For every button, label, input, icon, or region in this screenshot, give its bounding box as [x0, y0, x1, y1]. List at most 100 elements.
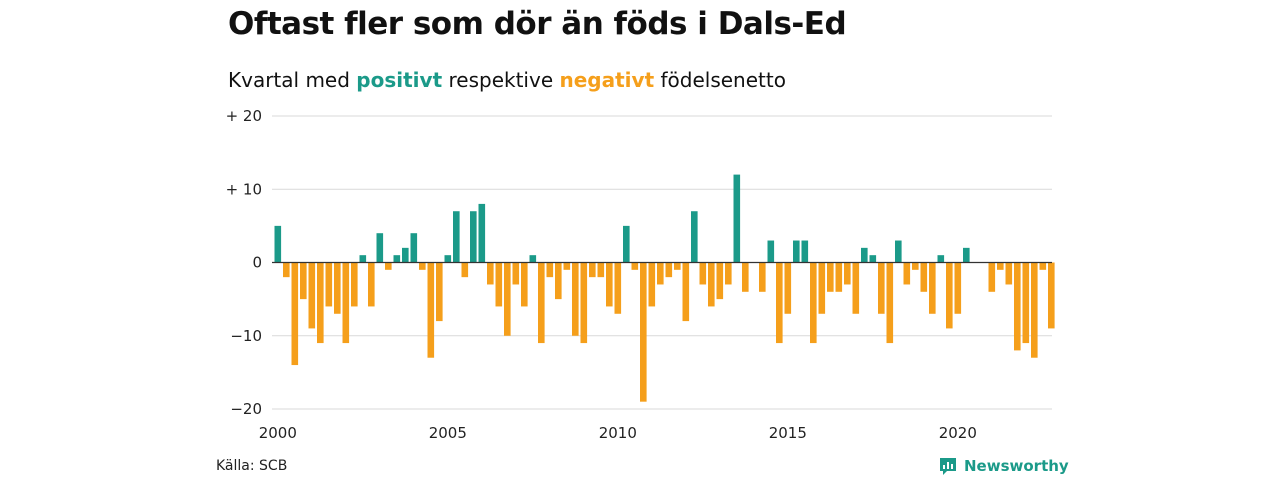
bar [376, 233, 384, 263]
bar [725, 262, 732, 285]
y-tick-label: 0 [252, 254, 262, 272]
bar [351, 262, 358, 307]
bar [453, 211, 460, 263]
bar [563, 262, 571, 270]
bar [597, 262, 605, 278]
subtitle-prefix: Kvartal med [228, 68, 350, 92]
bar [504, 262, 511, 336]
bar [716, 262, 724, 300]
bar [317, 262, 324, 344]
bar [946, 262, 953, 329]
x-tick-label: 2015 [769, 424, 807, 442]
bar [810, 262, 817, 344]
bar [580, 262, 588, 344]
bar [410, 233, 418, 263]
newsworthy-logo-icon [940, 458, 956, 475]
bar [759, 262, 766, 292]
bar [274, 225, 282, 263]
bar [733, 174, 741, 263]
brand-name: Newsworthy [964, 457, 1069, 475]
bar [929, 262, 936, 314]
bar [283, 262, 290, 278]
bar [427, 262, 435, 358]
bar [861, 247, 868, 263]
bar [478, 203, 486, 263]
bar [920, 262, 928, 292]
bar [393, 255, 401, 263]
bar [538, 262, 545, 344]
bar [844, 262, 851, 285]
bar [495, 262, 503, 307]
bar [1005, 262, 1013, 285]
bar [368, 262, 375, 307]
bar [470, 211, 477, 263]
bar [827, 262, 834, 292]
bar [1022, 262, 1030, 344]
bar [708, 262, 715, 307]
bar [1014, 262, 1021, 351]
bar [444, 255, 452, 263]
x-tick-label: 2010 [599, 424, 637, 442]
bar [648, 262, 656, 307]
bar [385, 262, 392, 270]
bar [852, 262, 860, 314]
y-tick-label: + 20 [226, 107, 262, 125]
x-tick-label: 2005 [429, 424, 467, 442]
bar [436, 262, 443, 322]
bar [963, 247, 970, 263]
bar [1048, 262, 1055, 329]
source-note: Källa: SCB [216, 458, 288, 474]
bar [572, 262, 579, 336]
bar [657, 262, 664, 285]
bar [546, 262, 554, 278]
bar [631, 262, 639, 270]
bar [699, 262, 707, 285]
bar [589, 262, 596, 278]
bar [606, 262, 613, 307]
y-tick-label: −20 [230, 400, 262, 418]
y-tick-label: + 10 [226, 180, 262, 198]
bar [903, 262, 911, 285]
bar [895, 240, 902, 263]
bar [784, 262, 792, 314]
bar [334, 262, 341, 314]
bar [291, 262, 299, 366]
subtitle-positive-word: positivt [356, 68, 443, 92]
brand-logo[interactable]: Newsworthy [938, 456, 1069, 476]
chart-subtitle: Kvartal med positivt respektive negativt… [228, 68, 786, 92]
bar [818, 262, 826, 314]
bar [521, 262, 528, 307]
x-tick-label: 2020 [939, 424, 977, 442]
bar [988, 262, 996, 292]
bar [402, 247, 409, 263]
bar [767, 240, 775, 263]
bar [793, 240, 800, 263]
bar [835, 262, 843, 292]
bar [419, 262, 426, 270]
subtitle-negative-word: negativt [559, 68, 655, 92]
bar [742, 262, 749, 292]
bar [912, 262, 919, 270]
bar [555, 262, 562, 300]
bar [954, 262, 962, 314]
bar [487, 262, 494, 285]
bar [300, 262, 307, 300]
bar [640, 262, 647, 402]
bar [342, 262, 350, 344]
bar [461, 262, 469, 278]
bar [878, 262, 885, 314]
x-tick-label: 2000 [259, 424, 297, 442]
bar [308, 262, 316, 329]
bar [674, 262, 681, 270]
bar [776, 262, 783, 344]
bar [512, 262, 520, 285]
bar [359, 255, 367, 263]
bar [682, 262, 690, 322]
y-tick-label: −10 [230, 327, 262, 345]
bar [997, 262, 1004, 270]
bar [801, 240, 809, 263]
bar [1031, 262, 1038, 358]
bar [325, 262, 333, 307]
bar [869, 255, 877, 263]
